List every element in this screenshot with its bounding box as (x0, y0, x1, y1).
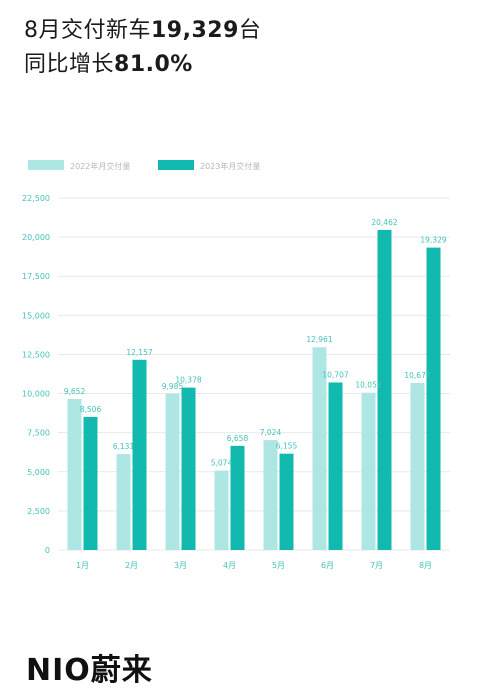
bar-2023 (377, 229, 392, 551)
y-tick-label: 20,000 (22, 233, 50, 242)
bar-2023 (279, 453, 294, 550)
x-tick-label: 7月 (370, 561, 383, 570)
bar-2022 (361, 392, 376, 550)
bar-2022 (165, 393, 180, 550)
data-label-2022: 12,961 (306, 335, 332, 344)
data-label-2023: 6,658 (227, 434, 249, 443)
data-label-2022: 10,677 (404, 371, 430, 380)
bar-2023 (181, 387, 196, 550)
y-tick-label: 22,500 (22, 194, 50, 203)
x-tick-label: 3月 (174, 561, 187, 570)
data-label-2022: 9,985 (162, 382, 184, 391)
bar-2022 (312, 347, 327, 550)
data-label-2023: 8,506 (80, 405, 102, 414)
bar-2022 (116, 454, 131, 550)
headline-unit: 台 (238, 18, 262, 43)
data-label-2022: 6,131 (113, 442, 135, 451)
headline-text-1: 8月交付新车 (24, 18, 151, 43)
y-tick-label: 0 (45, 546, 50, 555)
y-tick-label: 2,500 (27, 507, 50, 516)
y-tick-label: 15,000 (22, 311, 50, 320)
y-tick-label: 5,000 (27, 468, 50, 477)
bar-2023 (426, 247, 441, 551)
bar-2022 (263, 440, 278, 550)
headline-text-2: 同比增长 (24, 52, 115, 77)
bar-2022 (67, 398, 82, 550)
x-tick-label: 5月 (272, 561, 285, 570)
bar-2022 (214, 470, 229, 550)
data-label-2022: 9,652 (64, 387, 86, 396)
data-label-2023: 10,707 (322, 370, 348, 379)
headline-line-1: 8月交付新车19,329台 (24, 14, 261, 48)
legend-swatch-2023 (158, 160, 194, 170)
data-label-2023: 6,155 (276, 442, 298, 451)
headline-delivery-value: 19,329 (151, 18, 239, 43)
bar-2023 (83, 416, 98, 550)
data-label-2023: 10,378 (175, 376, 201, 385)
legend-label-2023: 2023年月交付量 (200, 161, 260, 171)
y-tick-label: 12,500 (22, 350, 50, 359)
data-label-2023: 19,329 (420, 236, 446, 245)
data-label-2023: 20,462 (371, 218, 397, 227)
data-label-2022: 5,074 (211, 459, 233, 468)
headline-line-2: 同比增长81.0% (24, 48, 261, 82)
y-tick-label: 10,000 (22, 390, 50, 399)
bar-2023 (132, 359, 147, 550)
y-tick-label: 17,500 (22, 272, 50, 281)
data-label-2022: 7,024 (260, 428, 282, 437)
data-label-2022: 10,052 (355, 381, 381, 390)
bar-2022 (410, 382, 425, 550)
nio-logo: NIO蔚来 (26, 653, 153, 688)
x-tick-label: 8月 (419, 561, 432, 570)
x-tick-label: 6月 (321, 561, 334, 570)
data-label-2023: 12,157 (126, 348, 152, 357)
x-tick-label: 4月 (223, 561, 236, 570)
legend-swatch-2022 (28, 160, 64, 170)
bar-2023 (230, 445, 245, 550)
x-tick-label: 2月 (125, 561, 138, 570)
legend-label-2022: 2022年月交付量 (70, 161, 130, 171)
bar-2023 (328, 382, 343, 550)
y-tick-label: 7,500 (27, 429, 50, 438)
headline: 8月交付新车19,329台 同比增长81.0% (24, 14, 261, 82)
delivery-bar-chart: 2022年月交付量 2023年月交付量 0 2,500 5,000 7,500 10,000… (22, 160, 450, 570)
x-tick-label: 1月 (76, 561, 89, 570)
headline-growth-value: 81.0% (114, 52, 193, 77)
